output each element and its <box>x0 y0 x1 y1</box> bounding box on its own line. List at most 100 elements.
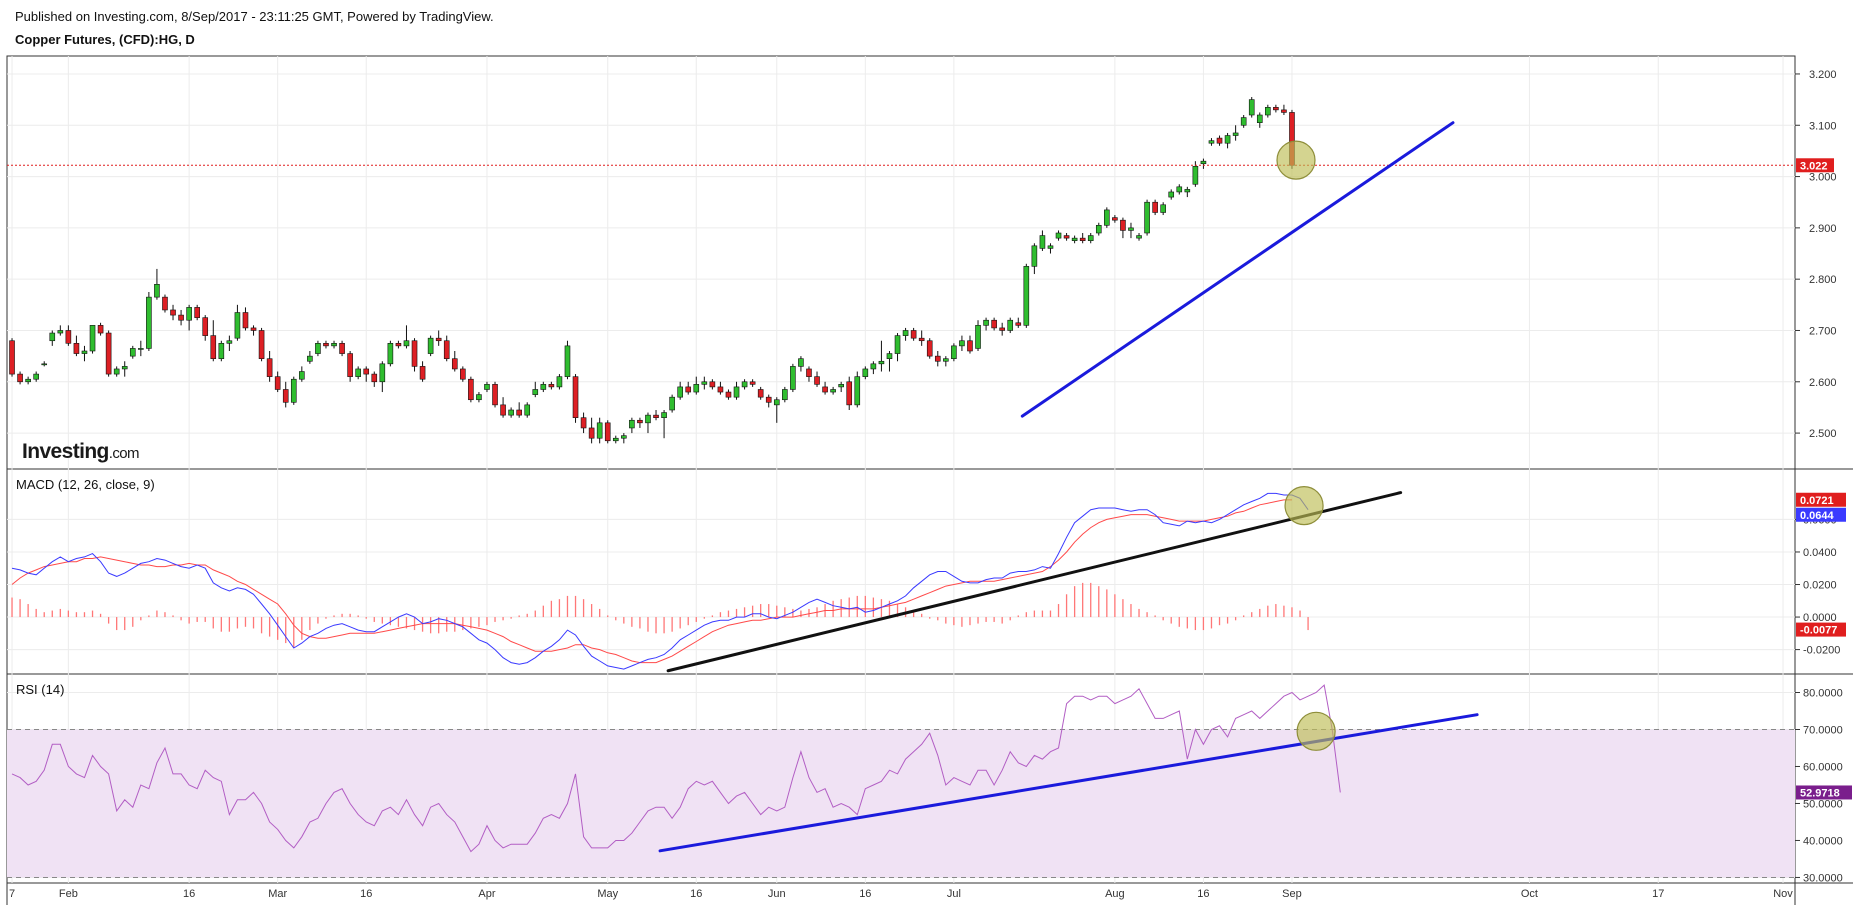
candle-body <box>516 409 522 416</box>
candle-body <box>1224 135 1231 144</box>
candle-body <box>741 381 748 388</box>
candle-body <box>1184 189 1191 193</box>
candle-body <box>669 396 675 411</box>
x-tick-label: 7 <box>9 888 15 900</box>
candle-body <box>1104 209 1110 226</box>
candle-body <box>1055 232 1062 239</box>
candle-body <box>886 353 893 359</box>
rsi-band <box>7 728 1795 878</box>
candle-body <box>1144 201 1150 234</box>
candle-body <box>57 330 64 334</box>
macd-histogram-value-label: -0.0077 <box>1800 625 1837 637</box>
candle-body <box>242 312 249 329</box>
candle-body <box>17 373 23 383</box>
candle-body <box>1176 186 1183 193</box>
candle-body <box>1047 245 1054 249</box>
logo-main: Investing <box>22 440 109 463</box>
candle-body <box>612 437 619 442</box>
y-tick-label: 60.0000 <box>1803 761 1843 773</box>
candle-body <box>790 366 796 390</box>
candle-body <box>1112 217 1118 221</box>
candle-body <box>653 414 659 418</box>
rsi-value-tag <box>1796 785 1852 800</box>
candle-body <box>548 384 555 388</box>
candle-body <box>1200 160 1207 165</box>
candle-body <box>749 381 756 385</box>
candle-body <box>564 345 571 377</box>
x-tick-label: 17 <box>1652 888 1664 900</box>
candle-body <box>89 325 96 352</box>
highlight-circle <box>1296 711 1336 751</box>
x-tick-label: 16 <box>360 888 372 900</box>
y-tick-label: 3.000 <box>1809 172 1837 184</box>
published-caption: Published on Investing.com, 8/Sep/2017 -… <box>15 9 494 24</box>
x-tick-label: 16 <box>690 888 702 900</box>
candle-body <box>65 330 72 344</box>
candle-body <box>862 368 869 377</box>
candle-body <box>1023 266 1030 326</box>
plot-border <box>6 55 1796 905</box>
candle-body <box>476 394 482 401</box>
candle-body <box>49 332 56 342</box>
y-tick-label: 2.600 <box>1809 377 1837 389</box>
candle-body <box>1095 225 1102 234</box>
candle-body <box>532 389 539 395</box>
candle-body <box>902 330 909 336</box>
chart-annotations <box>658 121 1479 853</box>
candle-body <box>443 340 450 359</box>
candle-body <box>1128 227 1134 231</box>
macd-signal-value-tag <box>1796 492 1846 507</box>
candle-body <box>202 317 209 336</box>
candle-body <box>1031 245 1038 267</box>
candle-body <box>782 389 788 401</box>
x-tick-label: Nov <box>1773 888 1793 900</box>
candle-body <box>178 314 184 321</box>
candle-body <box>765 396 772 403</box>
candle-body <box>1063 235 1070 239</box>
x-tick-label: Apr <box>478 888 495 900</box>
candle-body <box>983 319 989 326</box>
candle-body <box>709 381 716 388</box>
y-tick-label: 0.0400 <box>1803 547 1837 559</box>
candle-body <box>1192 166 1199 185</box>
candle-body <box>299 371 305 380</box>
candle-body <box>315 343 321 354</box>
candle-body <box>959 340 965 347</box>
candle-body <box>419 366 426 380</box>
x-tick-label: Feb <box>59 888 78 900</box>
candle-body <box>1216 137 1223 144</box>
candle-body <box>1281 109 1287 113</box>
trendline <box>666 491 1403 673</box>
candle-body <box>951 345 957 359</box>
candle-body <box>1087 235 1094 241</box>
candle-body <box>1007 319 1014 331</box>
macd-pane-title: MACD (12, 26, close, 9) <box>16 477 155 492</box>
candle-body <box>725 391 732 398</box>
candle-body <box>355 368 361 377</box>
candle-body <box>717 386 724 393</box>
candle-body <box>677 386 683 398</box>
candle-body <box>435 337 442 342</box>
candle-body <box>588 427 595 439</box>
x-tick-label: Jun <box>768 888 786 900</box>
candle-body <box>854 376 861 406</box>
macd-signal-line <box>11 499 1292 664</box>
candle-body <box>274 376 281 390</box>
logo-suffix: .com <box>109 445 139 462</box>
candle-body <box>234 312 241 339</box>
candle-body <box>290 378 297 403</box>
candle-body <box>870 363 877 370</box>
candle-body <box>733 386 740 398</box>
candle-body <box>81 350 88 354</box>
chart-labels: 7 Feb 16 Mar 16 Apr May 16 Jun 16 Jul Aug 16 Sep Oct 17… <box>9 69 1852 900</box>
candle-body <box>250 327 257 331</box>
candle-body <box>282 389 289 403</box>
candle-body <box>806 368 812 377</box>
rsi-line <box>11 684 1341 853</box>
candle-body <box>451 358 458 370</box>
macd-histogram-value-tag <box>1796 622 1846 637</box>
candle-body <box>918 337 925 342</box>
y-tick-label: 3.100 <box>1809 120 1837 132</box>
candle-body <box>138 348 144 350</box>
